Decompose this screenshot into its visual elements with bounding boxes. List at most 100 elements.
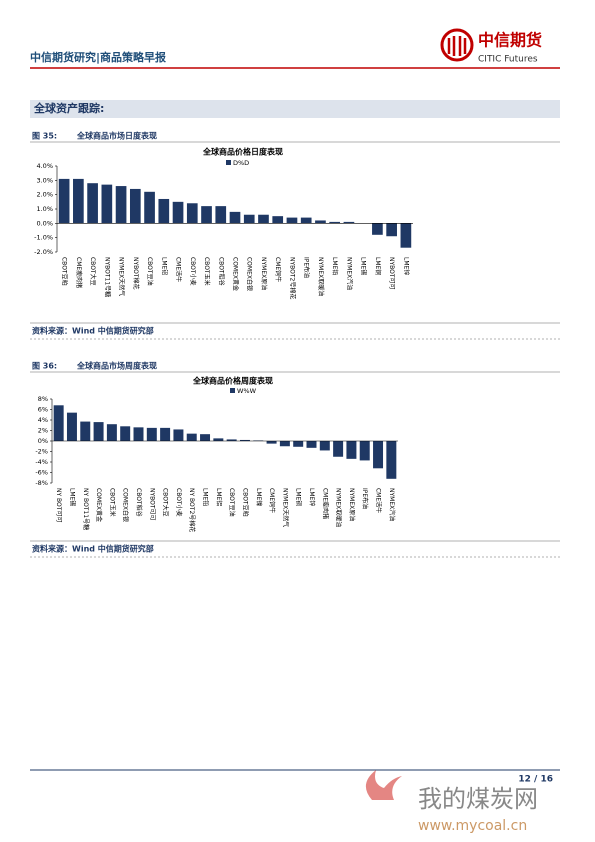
- y-tick-label: 3.0%: [36, 176, 53, 184]
- x-tick-label: CME瘦肉猪: [75, 257, 83, 288]
- bar: [386, 441, 397, 479]
- x-tick-label: COMEX黄金: [232, 257, 240, 291]
- y-tick-label: 4%: [38, 416, 48, 424]
- x-tick-label: LME镍: [255, 488, 263, 506]
- x-tick-label: NYMEX取暖油: [335, 488, 343, 527]
- x-tick-label: NYBOT11号糖: [103, 257, 111, 297]
- bar: [215, 206, 227, 224]
- x-tick-label: CBOT小麦: [189, 257, 197, 286]
- bar: [200, 434, 211, 441]
- y-tick-label: -8%: [35, 479, 48, 487]
- bar: [319, 441, 330, 451]
- bar: [53, 405, 64, 441]
- x-tick-label: NYMEX取暖油: [317, 257, 325, 296]
- x-tick-label: COMEX白银: [122, 488, 130, 522]
- y-tick-label: 0.0%: [36, 219, 53, 227]
- bar: [101, 184, 113, 224]
- logo-ring: [440, 28, 474, 62]
- logo-cn: 中信期货: [478, 31, 542, 50]
- x-tick-label: CME活牛: [175, 257, 183, 282]
- bar: [286, 217, 298, 224]
- y-tick-label: -2.0%: [34, 248, 53, 256]
- y-tick-label: 8%: [38, 395, 48, 403]
- bar: [372, 223, 383, 235]
- bar: [87, 183, 98, 224]
- bar: [186, 203, 198, 224]
- x-tick-label: COMEX黄金: [95, 488, 103, 522]
- section-bar: [30, 100, 560, 118]
- x-tick-label: LME锡: [360, 257, 368, 275]
- bar: [239, 439, 250, 441]
- bar: [329, 221, 341, 224]
- x-tick-label: LME锌: [308, 488, 316, 506]
- y-tick-label: -6%: [35, 469, 48, 477]
- x-tick-label: NY BOT2号棉花: [188, 488, 196, 532]
- bar: [160, 427, 171, 441]
- y-tick-label: 1.0%: [36, 205, 53, 213]
- bar: [293, 441, 304, 447]
- section-title: 全球资产跟踪:: [33, 101, 104, 115]
- bar: [186, 433, 197, 441]
- chart-title: 全球商品价格日度表现: [202, 147, 283, 157]
- source-note: 资料来源：Wind 中信期货研究部: [32, 326, 154, 336]
- legend-swatch: [226, 160, 231, 165]
- bar: [144, 191, 155, 224]
- bar: [58, 178, 70, 224]
- bar: [300, 217, 312, 224]
- x-tick-label: NYBOT可可: [388, 257, 395, 290]
- x-tick-label: CBOT豆粕: [61, 257, 69, 286]
- bar: [226, 439, 237, 441]
- x-tick-label: LME锡: [68, 488, 76, 506]
- bar: [272, 216, 284, 224]
- x-tick-label: NYBOT可可: [148, 488, 155, 521]
- x-tick-label: NYBOT2号棉花: [288, 257, 296, 299]
- x-tick-label: CBOT豆油: [146, 257, 154, 286]
- x-tick-label: LME铜: [295, 488, 303, 506]
- bar: [133, 427, 144, 441]
- bar: [173, 429, 184, 441]
- bar: [258, 214, 269, 224]
- y-tick-label: 2%: [38, 427, 48, 435]
- y-tick-label: 4.0%: [36, 162, 53, 170]
- x-tick-label: LME铝: [160, 257, 168, 275]
- figure-label: 图 36:: [32, 362, 57, 371]
- figure-label: 图 35:: [32, 132, 57, 141]
- x-tick-label: CBOT大豆: [89, 257, 97, 286]
- y-tick-label: -4%: [35, 458, 48, 466]
- bar: [213, 438, 224, 441]
- figure-caption: 全球商品市场周度表现: [76, 361, 157, 371]
- bar: [172, 201, 184, 224]
- bar: [346, 441, 357, 459]
- x-tick-label: CBOT小麦: [175, 488, 183, 517]
- legend-label: W%W: [237, 387, 257, 395]
- bar: [386, 223, 397, 237]
- bar: [400, 223, 412, 248]
- x-tick-label: CME饲牛: [268, 488, 276, 513]
- x-tick-label: CME活牛: [375, 488, 383, 513]
- bar: [120, 426, 131, 441]
- bar: [80, 421, 91, 441]
- header-title: 中信期货研究|商品策略早报: [30, 50, 167, 64]
- bar: [333, 441, 344, 457]
- x-tick-label: LME铜: [374, 257, 382, 275]
- bar: [201, 206, 212, 224]
- x-tick-label: CBOT大豆: [162, 488, 170, 517]
- x-tick-label: COMEX白银: [246, 257, 254, 291]
- bar: [359, 441, 370, 461]
- y-tick-label: 6%: [38, 406, 48, 414]
- logo-en: CITIC Futures: [478, 55, 538, 65]
- x-tick-label: IPE布油: [361, 488, 369, 509]
- bar: [93, 422, 104, 441]
- bar: [229, 211, 241, 224]
- x-tick-label: CBOT稻谷: [217, 257, 225, 286]
- bar: [158, 198, 170, 224]
- bar: [343, 221, 355, 224]
- x-tick-label: CBOT玉米: [203, 257, 211, 286]
- bar: [315, 220, 326, 224]
- watermark-cn: 我的煤炭网: [418, 785, 538, 813]
- legend-label: D%D: [233, 159, 249, 167]
- x-tick-label: NYMEX原油: [260, 257, 268, 290]
- bar: [73, 178, 84, 224]
- x-tick-label: NY BOT可可: [55, 488, 62, 522]
